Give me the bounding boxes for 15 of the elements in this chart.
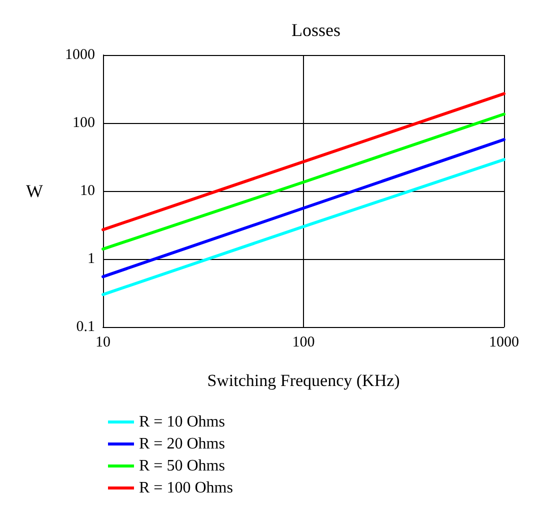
legend-label: R = 20 Ohms <box>139 436 225 452</box>
legend-label: R = 50 Ohms <box>139 458 225 474</box>
x-tick-label: 1000 <box>489 334 519 350</box>
y-tick-label: 100 <box>72 115 95 131</box>
chart-title: Losses <box>292 20 340 40</box>
x-tick-label: 100 <box>292 334 315 350</box>
y-axis-title: W <box>26 181 43 201</box>
x-tick-label: 10 <box>96 334 110 350</box>
x-axis-title: Switching Frequency (KHz) <box>207 371 400 390</box>
y-tick-label: 1000 <box>65 47 95 63</box>
legend-label: R = 100 Ohms <box>139 480 233 496</box>
y-tick-label: 10 <box>80 183 95 199</box>
y-tick-label: 0.1 <box>76 319 95 335</box>
y-tick-label: 1 <box>88 251 95 267</box>
legend-label: R = 10 Ohms <box>139 414 225 430</box>
